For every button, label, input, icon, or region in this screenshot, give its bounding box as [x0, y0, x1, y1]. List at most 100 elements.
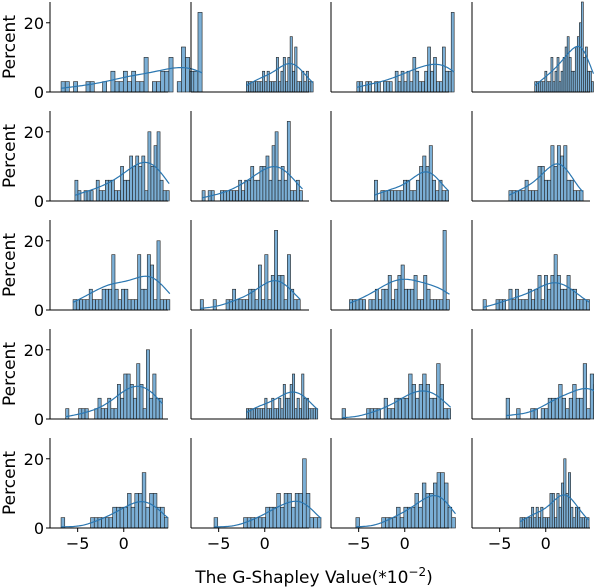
histogram-bar: [255, 408, 259, 420]
histogram-bar: [79, 299, 84, 311]
histogram-bar: [355, 299, 360, 311]
histogram-bar: [127, 299, 132, 311]
histogram-bar: [518, 299, 523, 311]
histogram-bar: [358, 299, 363, 311]
histogram-bar: [252, 408, 256, 420]
histogram-bar: [422, 373, 427, 420]
histogram-bar: [143, 57, 149, 93]
kde-curve: [374, 171, 449, 196]
histogram-bar: [423, 275, 428, 311]
histogram-bar: [110, 70, 116, 93]
histogram-bar: [286, 121, 291, 202]
histogram-bar: [132, 166, 137, 202]
histogram-bar: [573, 190, 577, 202]
histogram-bar: [308, 408, 312, 420]
histogram-bar: [269, 408, 272, 420]
histogram-bar: [561, 482, 565, 529]
histogram-bar: [587, 70, 590, 93]
histogram-bar: [268, 179, 273, 202]
histogram-bar: [427, 46, 431, 93]
histogram-bar: [113, 408, 118, 420]
histogram-bar: [548, 81, 552, 93]
histogram-bar: [273, 408, 277, 420]
histogram-bar: [558, 506, 562, 529]
kde-curve: [246, 62, 314, 87]
histogram-bar: [130, 506, 136, 529]
x-tick-label: −5: [347, 534, 371, 553]
histogram-bar: [123, 179, 127, 202]
histogram-bar: [386, 81, 390, 93]
histogram-bar: [168, 57, 174, 93]
histogram-bar: [152, 81, 157, 93]
histogram-bar: [591, 81, 594, 93]
histogram-bar: [407, 288, 412, 311]
histogram-bar: [566, 36, 570, 93]
histogram-bar: [443, 408, 448, 420]
histogram-bar: [247, 179, 252, 202]
histogram-bar: [574, 46, 578, 93]
histogram-bar: [581, 1, 584, 93]
histogram-bar: [544, 275, 548, 311]
histogram-bar: [544, 179, 548, 202]
histogram-bar: [301, 70, 305, 93]
histogram-bar: [409, 81, 414, 93]
histogram-bar: [570, 506, 574, 529]
panel-4-4: [471, 329, 594, 420]
histogram-bar: [135, 155, 140, 202]
histogram-bar: [551, 493, 555, 529]
histogram-bar: [371, 299, 376, 311]
kde-curve: [61, 500, 169, 528]
kde-curve: [356, 63, 455, 88]
histogram-bar: [547, 179, 552, 202]
histogram-bar: [273, 81, 277, 93]
panel-1-3: [330, 2, 455, 93]
histogram-bar: [150, 166, 155, 202]
x-axis-label: The G-Shapley Value(*10−2): [194, 565, 433, 588]
histogram-bar: [280, 70, 284, 93]
histogram-bar: [95, 299, 100, 311]
histogram-bar: [159, 299, 164, 311]
kde-curve: [200, 280, 301, 309]
histogram-bar: [296, 299, 301, 311]
histogram-bar: [552, 81, 556, 93]
histogram-bar: [212, 299, 217, 311]
histogram-bar: [256, 179, 261, 202]
histogram-bar: [419, 166, 424, 202]
histogram-bar: [349, 299, 353, 311]
histogram-bar: [531, 299, 535, 311]
histogram-bar: [287, 493, 292, 529]
histogram-bar: [312, 408, 316, 420]
histogram-bar: [396, 506, 401, 529]
histogram-bar: [579, 22, 582, 93]
histogram-bar: [181, 46, 186, 93]
histogram-bar: [60, 81, 66, 93]
histogram-bar: [368, 81, 372, 93]
histogram-bar: [387, 408, 392, 420]
histogram-bar: [77, 190, 82, 202]
histogram-bar: [156, 131, 161, 202]
histogram-bar: [424, 70, 428, 93]
histogram-bar: [287, 254, 291, 311]
histogram-bar: [147, 131, 152, 202]
histogram-bar: [558, 81, 562, 93]
y-tick-label: 20: [24, 450, 44, 469]
histogram-bar: [280, 275, 285, 311]
histogram-bar: [127, 493, 132, 529]
histogram-bar: [114, 288, 119, 311]
histogram-bar: [564, 46, 568, 93]
histogram-bar: [144, 190, 149, 202]
histogram-bar: [134, 299, 138, 311]
histogram-bar: [146, 254, 151, 311]
histogram-bar: [391, 299, 395, 311]
histogram-bar: [292, 373, 296, 420]
histogram-bar: [162, 190, 167, 202]
histogram-bar: [535, 506, 539, 529]
histogram-bar: [540, 408, 545, 420]
histogram-bar: [293, 190, 297, 202]
histogram-bar: [254, 299, 259, 311]
histogram-bar: [197, 12, 203, 93]
histogram-bar: [429, 299, 434, 311]
histogram-bar: [280, 166, 285, 202]
histogram-bar: [313, 517, 318, 529]
histogram-bar: [436, 81, 440, 93]
